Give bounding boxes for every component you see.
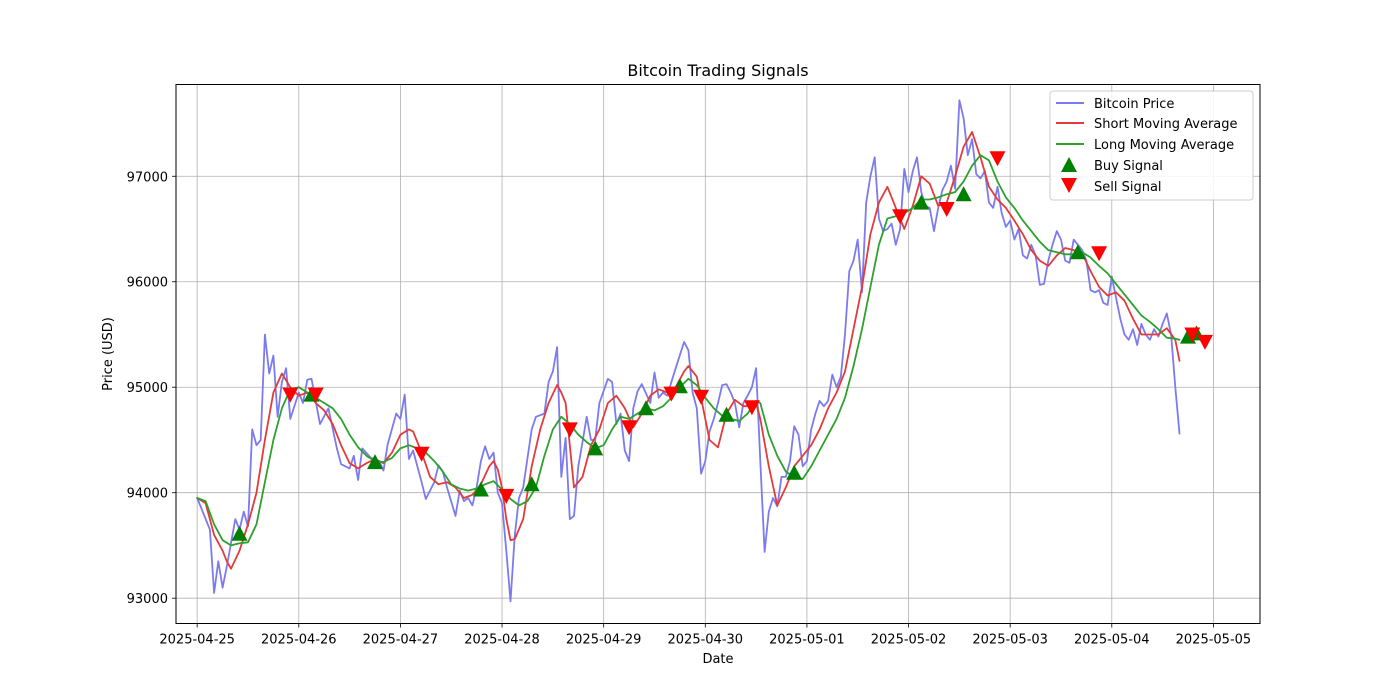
y-axis-label: Price (USD) — [101, 317, 116, 391]
long-ma-line — [196, 154, 1181, 547]
y-tick-label: 93000 — [127, 592, 168, 607]
y-tick-label: 94000 — [127, 487, 168, 502]
chart-title: Bitcoin Trading Signals — [627, 61, 808, 80]
buy-signal-marker — [786, 464, 803, 480]
grid-lines — [176, 84, 1260, 624]
legend-label-buy: Buy Signal — [1094, 159, 1163, 174]
legend: Bitcoin Price Short Moving Average Long … — [1049, 90, 1254, 201]
sell-signal-marker — [892, 209, 909, 225]
sell-signal-marker — [307, 387, 324, 403]
y-tick-label: 95000 — [127, 381, 168, 396]
sell-signal-marker — [282, 387, 299, 403]
x-tick-label: 2025-04-25 — [159, 633, 235, 648]
x-tick-label: 2025-05-02 — [871, 633, 947, 648]
sell-signal-marker — [1197, 334, 1213, 350]
legend-swatch-sell — [1061, 178, 1077, 193]
buy-signal-marker — [231, 525, 248, 541]
buy-signal-marker — [587, 440, 604, 456]
x-tick-label: 2025-05-01 — [769, 633, 845, 648]
buy-signal-marker — [472, 481, 489, 497]
x-tick-label: 2025-05-05 — [1176, 633, 1252, 648]
y-tick-label: 96000 — [127, 276, 168, 291]
buy-signal-marker — [638, 400, 654, 416]
x-tick-label: 2025-04-26 — [261, 633, 337, 648]
buy-signal-marker — [367, 454, 383, 470]
sell-signal-marker — [663, 386, 680, 402]
buy-signal-marker — [955, 186, 972, 202]
legend-label-sell: Sell Signal — [1094, 180, 1162, 195]
legend-swatch-buy — [1061, 157, 1077, 172]
buy-signal-marker — [523, 476, 540, 492]
y-tick-label: 97000 — [127, 170, 168, 185]
x-tick-label: 2025-04-29 — [566, 633, 642, 648]
signal-markers — [231, 151, 1213, 541]
x-tick-label: 2025-04-27 — [363, 633, 439, 648]
x-tick-label: 2025-05-03 — [972, 633, 1048, 648]
legend-box — [1049, 90, 1254, 201]
sell-signal-marker — [938, 202, 955, 217]
buy-signal-marker — [913, 194, 930, 210]
legend-label-long-ma: Long Moving Average — [1094, 138, 1234, 153]
legend-label-price: Bitcoin Price — [1094, 97, 1174, 112]
sell-signal-marker — [621, 420, 638, 436]
price-line — [196, 99, 1181, 603]
sell-signal-marker — [693, 389, 710, 405]
x-tick-label: 2025-04-28 — [464, 633, 540, 648]
plot-frame — [175, 84, 1261, 624]
buy-signal-marker — [1069, 244, 1086, 260]
sell-signal-marker — [1091, 246, 1108, 262]
axis-ticks: 2025-04-25 2025-04-26 2025-04-27 2025-04-28… — [127, 170, 1252, 647]
sell-signal-marker — [1184, 327, 1201, 343]
x-axis-label: Date — [702, 652, 733, 667]
legend-label-short-ma: Short Moving Average — [1094, 117, 1238, 132]
sell-signal-marker — [561, 422, 578, 438]
sell-signal-marker — [989, 151, 1006, 167]
sell-signal-marker — [498, 488, 515, 504]
buy-signal-marker — [718, 406, 735, 422]
x-tick-label: 2025-04-30 — [668, 633, 744, 648]
sell-signal-marker — [743, 400, 760, 416]
x-tick-label: 2025-05-04 — [1074, 633, 1150, 648]
sell-signal-marker — [413, 446, 430, 462]
